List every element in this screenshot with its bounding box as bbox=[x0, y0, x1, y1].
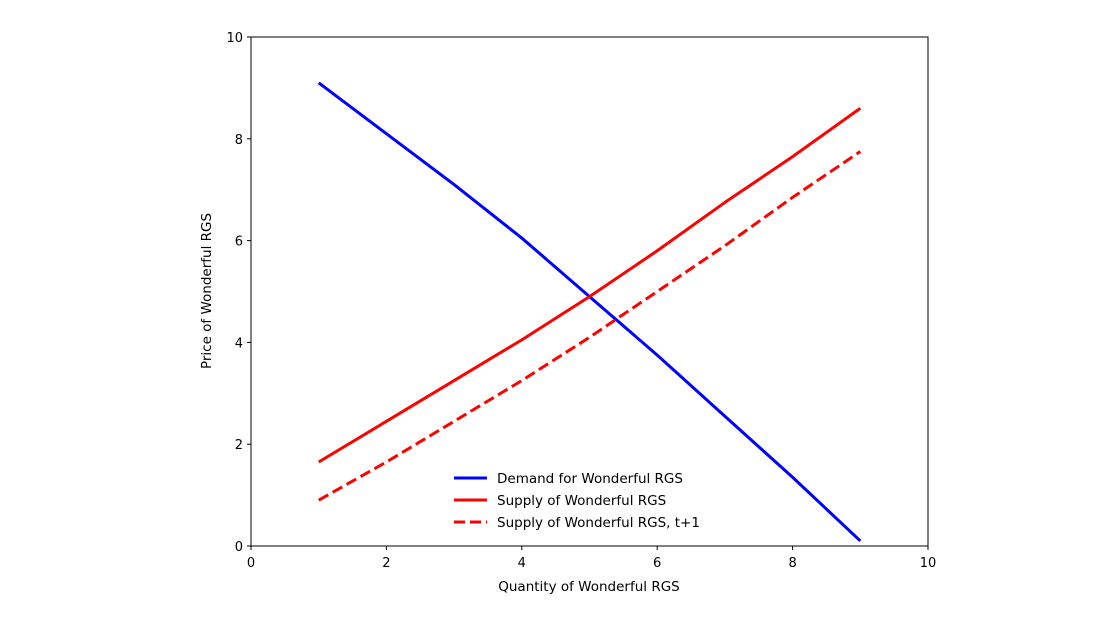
y-tick-label: 4 bbox=[235, 336, 243, 351]
y-tick-label: 0 bbox=[235, 540, 243, 555]
y-tick-label: 10 bbox=[226, 31, 243, 46]
plot-area bbox=[317, 81, 862, 543]
legend: Demand for Wonderful RGS Supply of Wonder… bbox=[454, 471, 700, 531]
x-tick-label: 2 bbox=[382, 556, 390, 571]
legend-label-0: Demand for Wonderful RGS bbox=[497, 471, 683, 487]
y-tick-label: 2 bbox=[235, 438, 243, 453]
y-axis: 0 2 4 6 8 10 bbox=[226, 31, 251, 555]
y-tick-label: 8 bbox=[235, 133, 243, 148]
x-tick-label: 10 bbox=[920, 556, 937, 571]
series-line-1 bbox=[317, 107, 862, 464]
x-axis-label: Quantity of Wonderful RGS bbox=[498, 579, 680, 595]
x-tick-label: 8 bbox=[788, 556, 796, 571]
y-axis-label: Price of Wonderful RGS bbox=[199, 213, 215, 369]
x-tick-label: 4 bbox=[518, 556, 526, 571]
axes-frame bbox=[250, 36, 929, 547]
legend-label-1: Supply of Wonderful RGS bbox=[497, 493, 666, 509]
x-axis: 0 2 4 6 8 10 bbox=[247, 546, 936, 571]
legend-label-2: Supply of Wonderful RGS, t+1 bbox=[497, 515, 700, 531]
x-tick-label: 0 bbox=[247, 556, 255, 571]
x-tick-label: 6 bbox=[653, 556, 661, 571]
series-line-2 bbox=[317, 150, 862, 502]
y-tick-label: 6 bbox=[235, 235, 243, 250]
